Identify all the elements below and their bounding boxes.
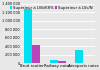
Bar — [58, 61, 66, 63]
Legend: Supérieur à LVb/68%, Supérieur à LVc/N: Supérieur à LVb/68%, Supérieur à LVc/N — [9, 6, 93, 10]
Bar — [50, 60, 58, 63]
Bar — [75, 50, 83, 63]
Bar — [24, 9, 32, 63]
Bar — [32, 45, 40, 63]
